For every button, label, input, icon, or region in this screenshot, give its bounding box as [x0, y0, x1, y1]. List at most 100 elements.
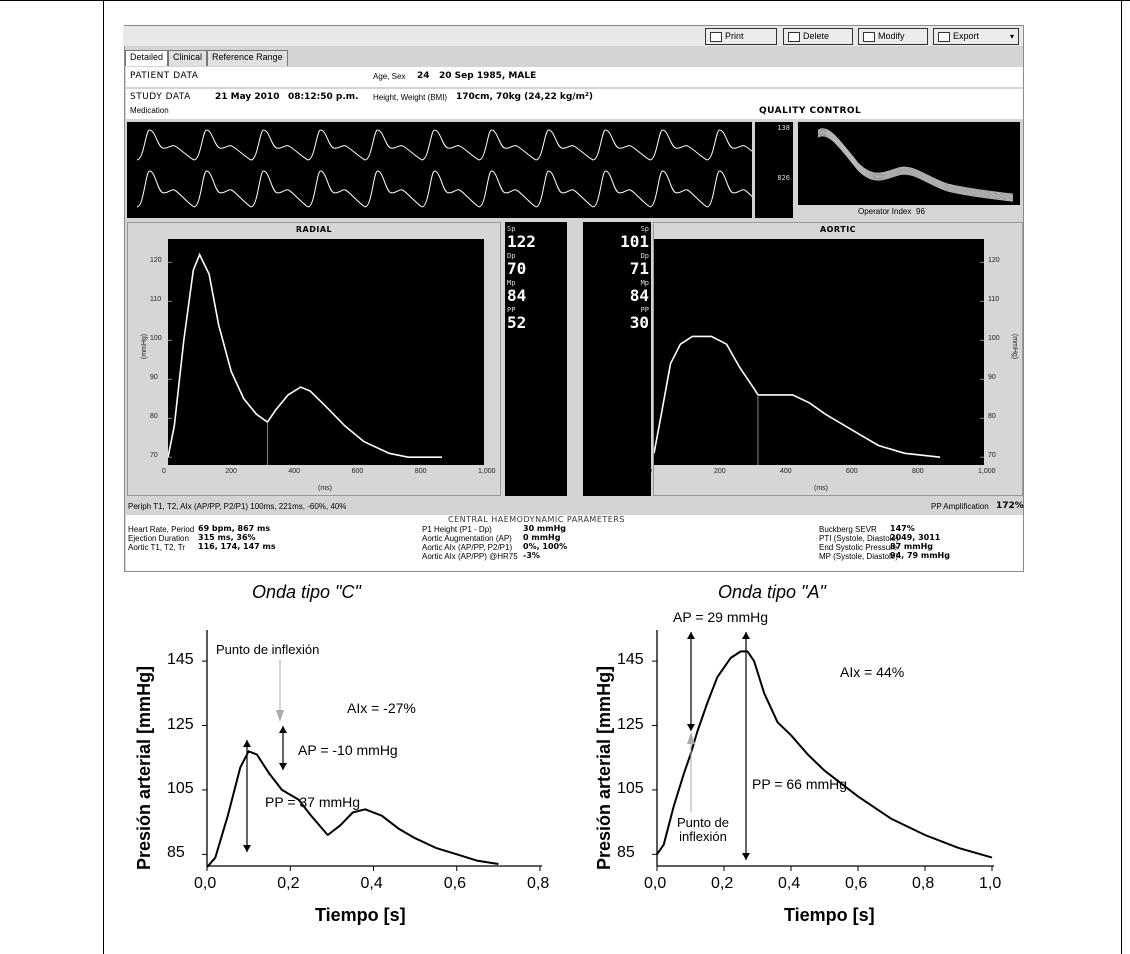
y-tick-label: 110 [988, 296, 1000, 304]
tab-clinical[interactable]: Clinical [168, 50, 208, 66]
aortic-mp-value: 84 [629, 286, 649, 305]
age-value: 24 [417, 71, 430, 81]
chart-c-y-tick-label: 125 [167, 715, 194, 733]
delete-icon [788, 31, 800, 42]
modify-icon [863, 31, 875, 42]
y-tick-label: 70 [988, 452, 996, 460]
radial-pp-label: PP [507, 306, 516, 314]
aortic-plot [653, 239, 984, 465]
param-value: 30 mmHg [523, 524, 567, 533]
periph-line: Periph T1, T2, AIx (AP/PP, P2/P1) 100ms,… [128, 502, 347, 511]
central-params-title: CENTRAL HAEMODYNAMIC PARAMETERS [448, 515, 625, 524]
aortic-x-unit: (ms) [814, 485, 828, 492]
chart-c-pp-arrow-head [243, 740, 251, 747]
export-button[interactable]: Export ▾ [933, 28, 1019, 45]
radial-title: RADIAL [295, 225, 333, 234]
height-weight-label: Height, Weight (BMI) [373, 93, 448, 102]
chart-c-x-tick-label: 0,6 [443, 875, 466, 892]
patient-data-row: PATIENT DATA Age, Sex 24 20 Sep 1985, MA… [126, 67, 1023, 87]
export-icon [938, 31, 950, 42]
radial-sp-label: Sp [507, 225, 516, 233]
chart-c-inflection-pointer-head [276, 710, 284, 722]
operator-index-value: 96 [916, 207, 925, 216]
qc-bottom-value: 826 [777, 174, 790, 182]
qc-overlay-trace [817, 133, 1014, 200]
pulse-waveform-trace [136, 129, 765, 208]
study-date: 21 May 2010 [215, 92, 280, 102]
radial-x-unit: (ms) [318, 485, 332, 492]
delete-label: Delete [803, 31, 830, 41]
tab-reference-range[interactable]: Reference Range [207, 50, 288, 66]
param-value: 147% [890, 524, 915, 533]
print-button[interactable]: Print [705, 28, 777, 45]
chart-a-ap-arrow-head [687, 724, 695, 731]
chevron-down-icon[interactable]: ▾ [1009, 32, 1014, 41]
y-tick-label: 120 [150, 257, 162, 265]
aortic-dp-label: Dp [640, 252, 649, 260]
frame-right-line [1121, 0, 1122, 954]
radial-values-box: Sp 122 Dp 70 Mp 84 PP 52 [505, 222, 567, 496]
x-tick-label: 800 [912, 468, 924, 475]
study-data-row: STUDY DATA 21 May 2010 08:12:50 p.m. Hei… [126, 89, 1023, 119]
param-value: 87 mmHg [890, 542, 934, 551]
param-value: -3% [523, 551, 540, 560]
aortic-pp-value: 30 [629, 313, 649, 332]
param-value: 0 mmHg [523, 533, 561, 542]
aortic-values-box: Sp 101 Dp 71 Mp 84 PP 30 [583, 222, 651, 496]
y-tick-label: 80 [988, 413, 996, 421]
chart-c-y-tick-label: 85 [167, 844, 185, 862]
radial-plot [167, 239, 484, 465]
chart-c-pp-label: PP = 37 mmHg [265, 794, 361, 810]
chart-c-ylabel: Presión arterial [mmHg] [134, 665, 154, 870]
x-tick-label: 800 [414, 468, 427, 475]
quality-bar: 138 826 [755, 122, 793, 218]
print-label: Print [725, 31, 744, 41]
param-label: Heart Rate, Period [128, 525, 195, 534]
export-label: Export [953, 31, 980, 41]
y-tick-label: 80 [150, 413, 158, 421]
modify-label: Modify [878, 31, 905, 41]
chart-a-title: Onda tipo "A" [718, 582, 826, 602]
operator-index-label: Operator Index [858, 207, 912, 216]
chart-c-title: Onda tipo "C" [252, 582, 361, 602]
chart-a-x-tick-label: 1,0 [979, 875, 1002, 892]
param-value: 69 bpm, 867 ms [198, 524, 271, 533]
height-weight-value: 170cm, 70kg (24,22 kg/m²) [456, 92, 593, 102]
chart-a-ylabel: Presión arterial [mmHg] [594, 665, 614, 870]
chart-a-y-tick-label: 145 [617, 651, 644, 669]
y-tick-label: 120 [988, 257, 1000, 265]
operator-index-row: Operator Index 96 [798, 206, 1020, 218]
printer-icon [710, 31, 722, 42]
toolbar: Print Delete Modify Export ▾ [123, 26, 1023, 46]
param-label: Aortic AIx (AP/PP, P2/P1) [422, 543, 513, 552]
delete-button[interactable]: Delete [783, 28, 853, 45]
tab-detailed[interactable]: Detailed [125, 50, 169, 66]
x-tick-label: 200 [225, 468, 237, 475]
radial-pp-value: 52 [507, 313, 527, 332]
param-value: 116, 174, 147 ms [198, 542, 276, 551]
aortic-sp-label: Sp [640, 225, 649, 233]
radial-mp-value: 84 [507, 286, 527, 305]
chart-a-x-tick-label: 0,8 [912, 875, 935, 892]
x-tick-label: 1,000 [478, 468, 496, 475]
chart-a-pp-label: PP = 66 mmHg [752, 776, 848, 792]
chart-c-pp-arrow-head [243, 845, 251, 852]
qc-top-value: 138 [777, 124, 790, 132]
medication-label: Medication [130, 106, 169, 115]
modify-button[interactable]: Modify [858, 28, 928, 45]
radial-y-unit: (mmHg) [141, 333, 149, 360]
param-label: Aortic AIx (AP/PP) @HR75 [422, 552, 518, 561]
radial-waveform [167, 252, 442, 465]
x-tick-label: 0 [648, 468, 652, 475]
chart-c-x-tick-label: 0,4 [360, 875, 383, 892]
age-sex-label: Age, Sex [373, 72, 406, 81]
aortic-dp-value: 71 [629, 259, 649, 278]
qc-overlay-trace [817, 133, 1014, 200]
x-tick-label: 0 [162, 468, 166, 475]
overlay-waveforms [817, 128, 1014, 202]
chart-a-x-tick-label: 0,2 [711, 875, 734, 892]
birth-sex-value: 20 Sep 1985, MALE [439, 71, 537, 81]
x-tick-label: 600 [846, 468, 858, 475]
chart-a-y-tick-label: 125 [617, 715, 644, 733]
radial-panel: RADIAL (mmHg) 120 110 100 90 80 70 0 200 400 600… [127, 222, 501, 496]
